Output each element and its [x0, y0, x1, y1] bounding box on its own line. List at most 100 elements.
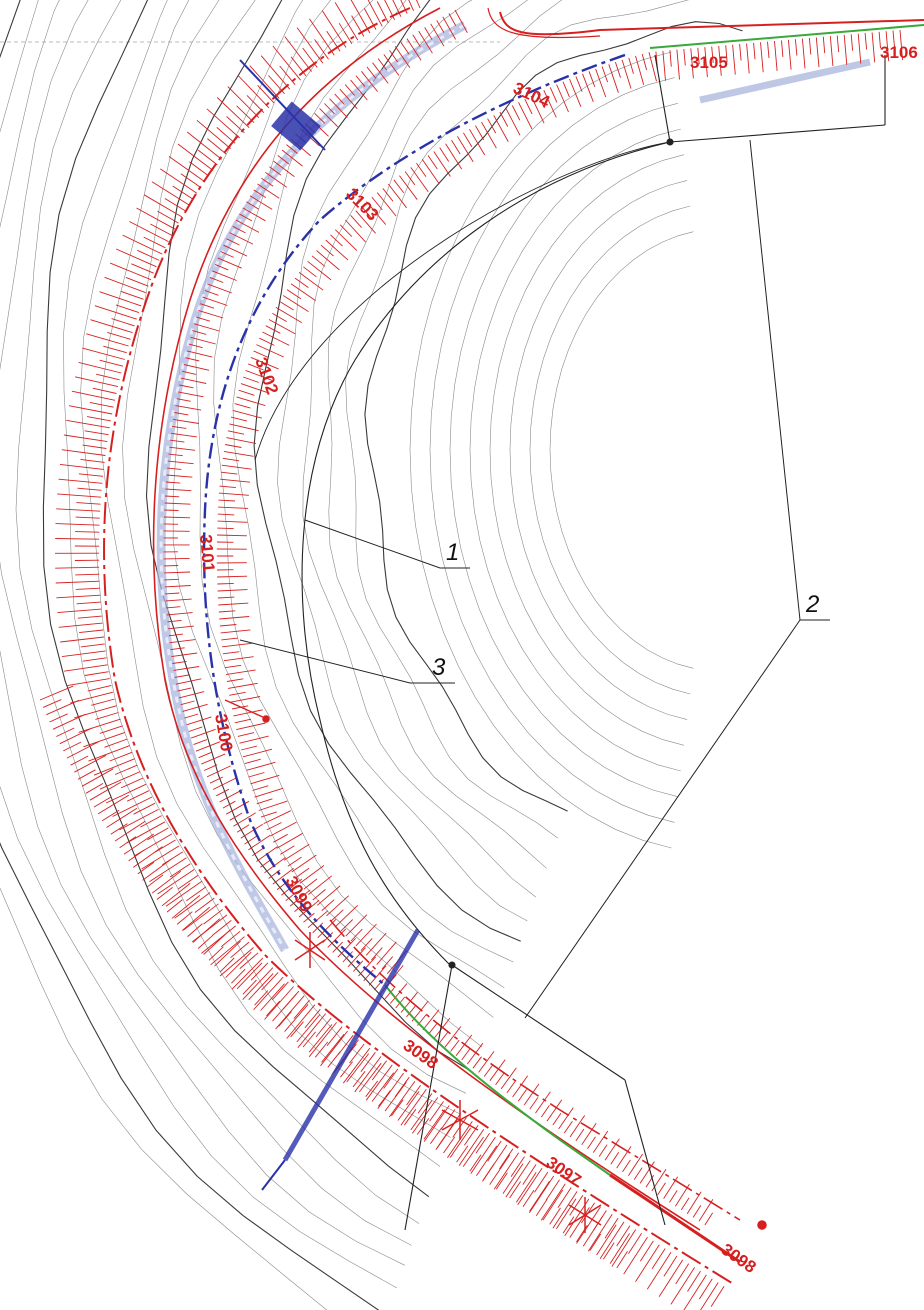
- hatch-mark: [238, 75, 270, 109]
- hatch-mark: [91, 698, 115, 706]
- hatch-mark: [493, 115, 509, 142]
- hatch-mark: [119, 836, 137, 849]
- hatch-mark: [82, 444, 107, 449]
- hatch-mark: [157, 210, 179, 224]
- top-boundary-inner: [487, 7, 601, 39]
- hatch-mark: [79, 629, 104, 634]
- hatch-mark: [82, 657, 107, 662]
- hatch-mark: [611, 1229, 637, 1267]
- hatch-mark: [220, 629, 251, 634]
- hatch-mark: [355, 210, 376, 234]
- hatch-mark: [240, 383, 270, 394]
- hatch-mark: [384, 0, 396, 21]
- hatch-mark: [587, 1136, 596, 1149]
- hatch-mark: [307, 910, 329, 929]
- hatch-mark: [404, 171, 416, 186]
- hatch-mark: [569, 1194, 584, 1216]
- contour-line: [489, 154, 685, 746]
- hatch-mark: [272, 313, 287, 322]
- hatch-mark: [123, 833, 155, 855]
- hatch-mark: [384, 987, 395, 1000]
- hatch-mark: [87, 684, 112, 692]
- hatch-mark: [616, 1146, 632, 1169]
- hatch-mark: [403, 1108, 417, 1126]
- hatch-mark: [165, 598, 192, 602]
- hatch-mark: [279, 65, 296, 85]
- hatch-mark: [822, 36, 826, 54]
- hatch-mark: [234, 718, 251, 724]
- hatch-mark: [231, 957, 264, 990]
- hatch-mark: [329, 98, 348, 118]
- hatch-mark: [320, 244, 334, 257]
- hatch-mark: [224, 664, 242, 669]
- hatch-mark: [683, 1274, 707, 1310]
- hatch-mark: [217, 513, 235, 516]
- hatch-mark: [346, 1053, 370, 1083]
- hatch-mark: [122, 234, 163, 255]
- hatch-mark: [316, 250, 340, 271]
- hatch-mark: [622, 1159, 631, 1173]
- hatch-mark: [192, 918, 220, 943]
- hatch-mark: [272, 868, 294, 885]
- hatch-mark: [262, 331, 290, 346]
- hatch-mark: [563, 1120, 573, 1134]
- hatch-mark: [164, 502, 191, 505]
- hatch-mark: [444, 1026, 462, 1048]
- hatch-mark: [240, 823, 263, 839]
- hatch-mark: [101, 809, 120, 822]
- hatch-mark: [535, 1198, 548, 1216]
- hatch-mark: [339, 88, 358, 109]
- hatch-mark: [244, 835, 257, 845]
- hatch-mark: [228, 682, 258, 689]
- hatch-mark: [621, 59, 632, 89]
- hatch-mark: [75, 531, 100, 533]
- hatch-mark: [569, 1115, 586, 1138]
- hatch-mark: [360, 1052, 376, 1072]
- hatch-mark: [126, 790, 150, 802]
- hatch-mark: [164, 585, 191, 588]
- cross-symbol: [294, 932, 326, 968]
- callout-label-3: 3: [432, 654, 446, 681]
- hatch-mark: [510, 1156, 525, 1178]
- hatch-mark: [635, 1244, 660, 1282]
- hatch-mark: [175, 405, 202, 411]
- hatch-mark: [478, 1051, 495, 1073]
- hatch-mark: [499, 1148, 514, 1170]
- hatch-mark: [628, 57, 634, 74]
- hatch-mark: [397, 1091, 420, 1121]
- hatch-mark: [141, 845, 180, 870]
- hatch-mark: [238, 389, 255, 396]
- hatch-mark: [324, 103, 335, 115]
- channel-band-east: [699, 58, 871, 104]
- hatch-mark: [239, 952, 259, 969]
- hatch-mark: [326, 1026, 343, 1046]
- hatch-mark: [339, 224, 353, 237]
- hatch-mark: [89, 401, 114, 408]
- hatch-mark: [475, 1132, 490, 1154]
- hatch-mark: [529, 1180, 550, 1212]
- hatch-mark: [366, 66, 377, 79]
- hatch-mark: [218, 602, 249, 606]
- hatch-mark: [177, 143, 214, 171]
- hatch-mark: [342, 951, 353, 963]
- hatch-mark: [242, 967, 274, 1000]
- hatch-mark: [187, 923, 203, 937]
- hatch-mark: [196, 316, 211, 322]
- hatch-mark: [61, 449, 106, 456]
- hatch-mark: [232, 225, 246, 234]
- alignment-green-top: [649, 24, 924, 49]
- hatch-mark: [400, 42, 410, 55]
- hatch-mark: [198, 751, 212, 759]
- hatch-mark: [186, 886, 207, 902]
- hatch-mark: [132, 846, 163, 868]
- hatch-mark: [698, 1278, 713, 1300]
- hatch-mark: [257, 84, 275, 104]
- hatch-mark: [392, 965, 404, 979]
- hatch-mark: [732, 44, 736, 75]
- hatch-mark: [350, 215, 362, 228]
- hatch-mark: [345, 219, 366, 243]
- contour-line: [509, 180, 688, 720]
- hatch-mark: [194, 897, 215, 913]
- hatch-mark: [365, 1080, 379, 1097]
- hatch-mark: [352, 960, 364, 972]
